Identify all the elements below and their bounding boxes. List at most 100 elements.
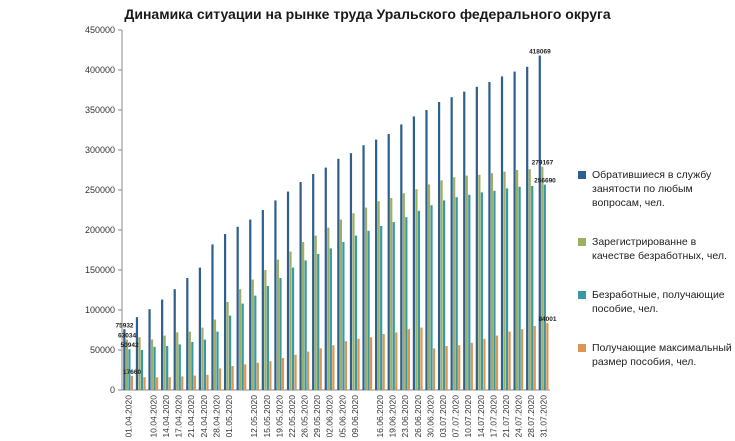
bar-series-1: [213, 319, 217, 390]
bar-series-2: [443, 200, 446, 390]
bar-series-3: [483, 338, 486, 390]
bar-series-1: [352, 213, 355, 390]
bar-series-3: [432, 348, 436, 390]
bar-series-3: [218, 368, 222, 390]
bar-series-2: [354, 235, 358, 390]
bar-series-0: [223, 234, 227, 390]
y-axis: 0 50000 100000 150000 200000 250000 300000 3500…: [85, 25, 123, 395]
bar-series-0: [412, 116, 416, 391]
data-label: 75932: [115, 322, 133, 329]
x-tick-label: 19.06.2020: [388, 395, 398, 438]
bar-series-0: [400, 124, 403, 391]
bar-series-2: [203, 339, 207, 390]
legend-item: Безработные, получающие пособие, чел.: [578, 288, 733, 316]
bar-series-3: [307, 351, 310, 390]
bar-series-0: [299, 182, 302, 390]
bar-series-1: [176, 332, 179, 390]
x-tick-label: 22.05.2020: [287, 395, 297, 438]
bar-series-2: [367, 230, 370, 390]
bar-series-2: [430, 205, 433, 390]
bar-series-1: [390, 198, 393, 390]
bar-series-2: [405, 217, 408, 390]
x-tick-label: 09.06.2020: [350, 395, 360, 438]
x-tick-label: 16.06.2020: [375, 395, 385, 438]
bar-series-2: [279, 278, 282, 390]
legend-label: Безработные, получающие пособие, чел.: [592, 289, 725, 315]
bar-series-2: [417, 210, 421, 390]
bar-series-3: [193, 375, 196, 390]
data-label: 256690: [534, 178, 556, 185]
x-tick-label: 23.06.2020: [400, 395, 410, 438]
data-label: 84001: [538, 316, 556, 323]
bar-series-0: [186, 278, 189, 390]
bar-series-0: [437, 102, 441, 390]
y-tick-label: 300000: [85, 145, 115, 155]
bar-series-3: [382, 334, 385, 390]
legend-label: Получающие максимальный размер пособия, …: [592, 342, 732, 368]
bar-series-1: [516, 170, 519, 390]
y-tick-label: 50000: [90, 345, 115, 355]
x-tick-label: 30.06.2020: [425, 395, 435, 438]
bar-series-1: [125, 339, 128, 390]
bar-series-2: [140, 350, 144, 390]
bar-series-3: [369, 337, 373, 390]
bar-series-0: [148, 309, 151, 390]
x-tick-label: 01.04.2020: [123, 395, 133, 438]
y-tick-label: 400000: [85, 65, 115, 75]
bar-series-1: [377, 201, 380, 390]
bar-series-1: [402, 193, 405, 390]
y-tick-label: 200000: [85, 225, 115, 235]
x-tick-label: 29.05.2020: [312, 395, 322, 438]
bar-series-1: [503, 171, 506, 390]
bar-series-1: [163, 335, 166, 390]
bar-series-3: [181, 376, 184, 390]
x-tick-label: 26.05.2020: [300, 395, 310, 438]
x-tick-label: 24.07.2020: [514, 395, 524, 438]
bar-series-3: [458, 345, 461, 390]
bar-series-3: [155, 377, 159, 390]
bar-series-0: [211, 244, 214, 390]
legend-swatch: [578, 344, 586, 352]
bar-series-0: [500, 76, 504, 391]
x-tick-label: 17.07.2020: [488, 395, 498, 438]
bar-series-2: [468, 194, 471, 390]
bar-series-3: [294, 354, 297, 390]
bar-series-1: [138, 337, 141, 390]
bar-series-1: [440, 180, 443, 390]
bar-series-1: [327, 227, 330, 390]
bar-series-1: [427, 184, 431, 390]
bar-series-1: [251, 279, 254, 390]
bar-series-3: [546, 322, 549, 390]
bar-series-1: [239, 289, 242, 390]
bar-series-0: [450, 97, 453, 390]
bar-series-2: [178, 344, 181, 390]
bar-series-0: [274, 200, 277, 390]
x-tick-label: 17.04.2020: [174, 395, 184, 438]
bar-series-3: [407, 329, 410, 390]
bar-series-2: [304, 260, 307, 390]
bar-series-3: [495, 335, 499, 390]
bar-series-3: [231, 366, 234, 390]
bar-series-0: [375, 139, 378, 390]
x-axis: 01.04.2020 10.04.2020 14.04.2020 17.04.2020…: [122, 389, 550, 438]
data-labels: 75932 63034 50942 17660 418069 279167 256690 84…: [115, 49, 556, 376]
bar-series-2: [229, 315, 232, 390]
bar-series-0: [312, 174, 315, 390]
bar-series-1: [302, 242, 305, 390]
x-tick-label: 10.07.2020: [463, 395, 473, 438]
bar-series-3: [256, 362, 259, 390]
bar-series-1: [150, 339, 154, 390]
bar-series-0: [488, 82, 491, 390]
bar-series-2: [329, 248, 332, 390]
bar-series-0: [337, 158, 340, 390]
bar-series-0: [349, 153, 353, 390]
bar-series-2: [216, 331, 219, 390]
bar-series-2: [493, 190, 496, 390]
bar-series-1: [364, 207, 368, 390]
bar-series-0: [387, 134, 390, 390]
bar-series-2: [291, 267, 295, 390]
bar-series-2: [392, 222, 395, 390]
bars: [123, 55, 549, 391]
bar-series-3: [319, 348, 322, 390]
bar-series-0: [161, 299, 164, 390]
